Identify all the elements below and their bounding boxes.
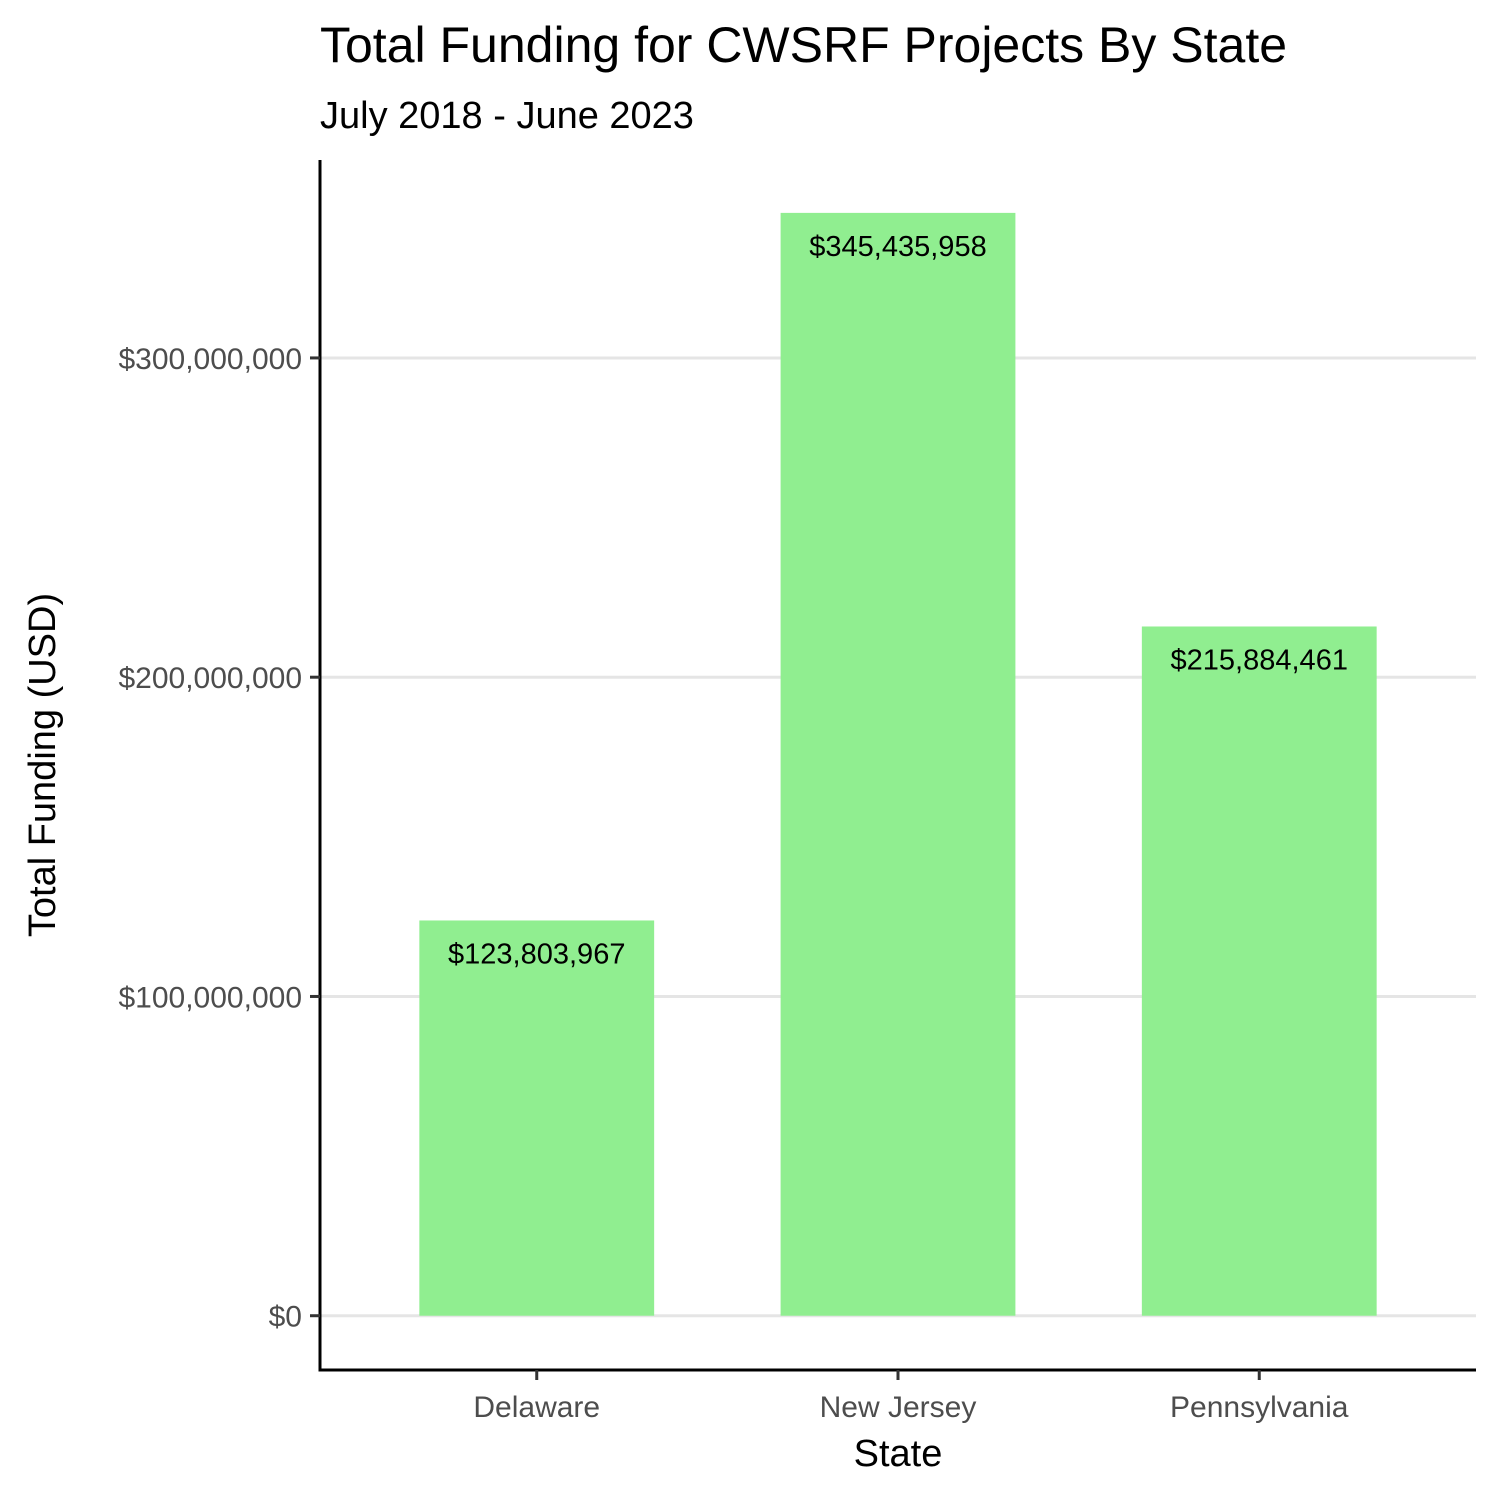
data-label-new-jersey: $345,435,958: [809, 231, 986, 263]
y-tick-label-3: $300,000,000: [118, 343, 302, 376]
chart-subtitle: July 2018 - June 2023: [320, 95, 694, 137]
data-labels: $123,803,967 $345,435,958 $215,884,461: [448, 231, 1348, 971]
y-tick-label-2: $200,000,000: [118, 662, 302, 695]
bar-pennsylvania: [1141, 626, 1377, 1316]
data-label-delaware: $123,803,967: [448, 938, 625, 970]
bars: [419, 212, 1377, 1316]
y-tick-label-0: $0: [269, 1301, 302, 1334]
y-axis-ticks: $0 $100,000,000 $200,000,000 $300,000,000: [118, 343, 320, 1334]
data-label-pennsylvania: $215,884,461: [1171, 644, 1348, 676]
y-tick-label-1: $100,000,000: [118, 981, 302, 1014]
x-axis-title: State: [854, 1433, 943, 1475]
bar-new-jersey: [780, 212, 1016, 1316]
bar-delaware: [419, 920, 655, 1316]
x-axis-ticks: Delaware New Jersey Pennsylvania: [473, 1370, 1349, 1424]
x-tick-label-new-jersey: New Jersey: [820, 1391, 977, 1424]
x-tick-label-pennsylvania: Pennsylvania: [1170, 1391, 1349, 1424]
x-tick-label-delaware: Delaware: [473, 1391, 600, 1424]
y-axis-title: Total Funding (USD): [22, 593, 64, 937]
chart-title: Total Funding for CWSRF Projects By Stat…: [320, 17, 1287, 73]
